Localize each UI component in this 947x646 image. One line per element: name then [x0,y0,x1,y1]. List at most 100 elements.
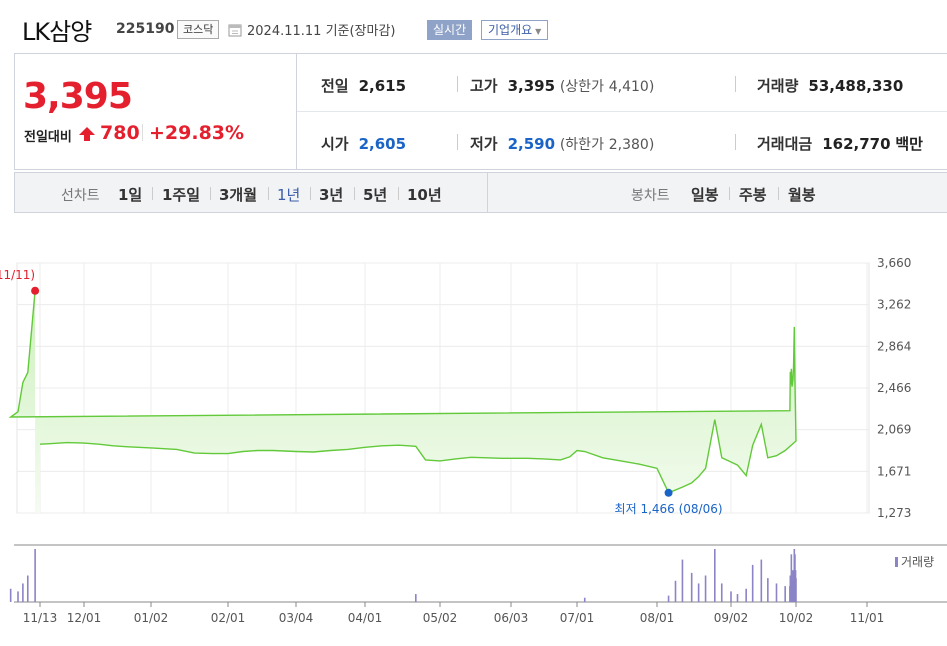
volume-bar [745,588,747,602]
volume-bar [26,575,29,602]
divider [398,187,399,200]
volume-label: 거래량 [757,77,799,95]
x-tick-label: 07/01 [560,611,595,625]
market-badge: 코스닥 [177,20,220,39]
y-tick-label: 3,262 [877,298,911,312]
high-value: 3,395 [507,77,556,95]
divider [457,76,458,92]
candle-daily[interactable]: 일봉 [691,186,719,204]
volume-bar [704,575,707,602]
x-tick-label: 02/01 [211,611,246,625]
company-overview-dropdown[interactable]: 기업개요 ▼ [481,20,549,40]
lower-limit-value: 2,380) [608,137,655,153]
prev-close: 전일 2,615 [321,75,406,96]
volume-bar [792,570,794,602]
x-tick-label: 04/01 [348,611,383,625]
y-tick-label: 2,466 [877,381,911,395]
y-tick-label: 1,273 [877,506,911,520]
calendar-icon [228,24,242,37]
open-price: 시가 2,605 [321,133,406,154]
volume-bar [681,559,684,602]
period-10y[interactable]: 10년 [407,186,442,204]
volume-bar [714,549,716,602]
quote-panel: 3,395 전일대비 780 +29.83% 전일 2,615 시가 2,605 고… [14,53,947,170]
divider [142,124,143,141]
high-price: 고가 3,395 (상한가 4,410) [470,75,654,96]
x-axis: 11/13 12/01 01/02 02/01 03/04 04/01 05/02 06/03… [23,602,885,625]
divider [152,187,153,200]
volume-bar [784,586,786,602]
volume-bar [793,549,796,602]
x-tick-label: 06/03 [494,611,529,625]
price-line [8,290,797,494]
trading-amount: 거래대금 162,770 백만 [757,133,923,154]
volume-bar [736,594,739,602]
y-tick-label: 2,069 [877,423,911,437]
volume-bar [415,594,417,602]
x-tick-label: 09/02 [714,611,749,625]
y-tick-label: 2,864 [877,339,911,353]
volume-bar [775,583,778,602]
y-axis: 3,660 3,262 2,864 2,466 2,069 1,671 1,273 [877,256,911,520]
prev-close-value: 2,615 [358,77,407,95]
low-value: 2,590 [507,135,556,153]
period-1y[interactable]: 1년 [277,186,301,204]
volume-bar [667,595,670,602]
volume-bar [767,578,769,602]
divider [457,134,458,150]
x-tick-label: 03/04 [279,611,314,625]
volume: 거래량 53,488,330 [757,75,903,96]
y-tick-label: 3,660 [877,256,911,270]
volume-legend-label: 거래량 [901,555,934,569]
y-tick-label: 1,671 [877,464,911,478]
divider [729,187,730,200]
volume-bar [720,583,723,602]
base-date: 2024.11.11 기준(장마감) [247,24,396,39]
candle-monthly[interactable]: 월봉 [788,186,816,204]
divider [487,173,488,212]
period-1d[interactable]: 1일 [118,186,143,204]
volume-legend-swatch [895,557,898,567]
x-tick-label: 01/02 [134,611,169,625]
open-label: 시가 [321,135,349,153]
high-label: 고가 [470,77,498,95]
diff-value: 780 [100,122,140,144]
period-3m[interactable]: 3개월 [219,186,258,204]
divider [735,76,736,92]
volume-bar [674,580,677,602]
volume-bar [760,559,763,602]
candle-weekly[interactable]: 주봉 [739,186,767,204]
period-5y[interactable]: 5년 [363,186,388,204]
divider [268,187,269,200]
volume-bar [22,583,24,602]
x-tick-label: 10/02 [779,611,814,625]
volume-bar [17,591,19,602]
x-tick-label: 11/01 [850,611,885,625]
lower-limit-label: (하한가 [559,137,604,153]
period-3y[interactable]: 3년 [319,186,344,204]
diff-percent: +29.83% [149,122,245,144]
volume-value: 53,488,330 [808,77,904,95]
divider [735,134,736,150]
min-point-label: 최저 1,466 (08/06) [615,502,723,516]
min-point-marker [664,488,673,497]
low-price: 저가 2,590 (하한가 2,380) [470,133,654,154]
period-bar: 선차트 1일 1주일 3개월 1년 3년 5년 10년 봉차트 일봉 주봉 월봉 [14,172,947,213]
x-tick-label: 08/01 [640,611,675,625]
upper-limit-value: 4,410) [608,79,655,95]
chevron-down-icon: ▼ [535,27,542,36]
volume-bar [790,554,793,602]
chart-annotations: 최고 3,395 (11/11) 최저 1,466 (08/06) 거래량 [0,268,934,569]
x-tick-label: 12/01 [67,611,102,625]
upper-limit-label: (상한가 [559,79,604,95]
volume-bar [789,586,791,602]
amount-unit: 백만 [895,135,923,153]
period-1w[interactable]: 1주일 [162,186,201,204]
prev-close-label: 전일 [321,77,349,95]
stock-header: LK삼양 225190 코스닥 2024.11.11 기준(장마감) 실시간 기… [0,0,947,52]
open-value: 2,605 [358,135,407,153]
realtime-button[interactable]: 실시간 [427,20,473,40]
max-point-label: 최고 3,395 (11/11) [0,268,35,282]
volume-bars [9,549,797,602]
price-chart: 3,660 3,262 2,864 2,466 2,069 1,671 1,273 11/1… [0,256,947,625]
